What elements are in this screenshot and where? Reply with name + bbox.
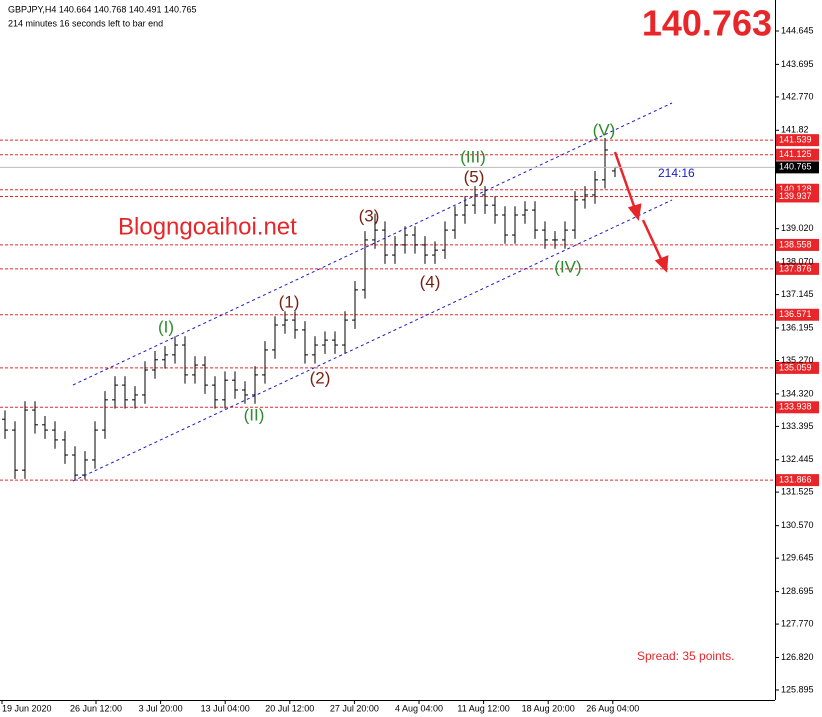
x-tick-label: 18 Aug 20:00 <box>522 703 575 713</box>
x-tick-label: 4 Aug 04:00 <box>395 703 443 713</box>
arrow-head <box>654 255 669 273</box>
y-tick-label: 128.695 <box>781 586 814 596</box>
channel-lower <box>72 199 673 482</box>
y-tick-label: 134.320 <box>781 388 814 398</box>
level-label: 138.558 <box>779 239 812 249</box>
level-tag <box>776 262 819 275</box>
channel-upper <box>72 102 673 386</box>
arrow <box>613 151 637 210</box>
y-tick-label: 130.570 <box>781 520 814 530</box>
x-tick-label: 19 Jun 2020 <box>2 703 52 713</box>
level-tag <box>776 308 819 321</box>
level-label: 140.128 <box>779 184 812 194</box>
y-tick-label: 129.645 <box>781 553 814 563</box>
level-label: 135.059 <box>779 362 812 372</box>
y-tick-label: 127.770 <box>781 618 814 628</box>
y-tick-label: 132.445 <box>781 454 814 464</box>
wave-label: (4) <box>420 272 441 291</box>
bars <box>2 138 618 480</box>
current-price-tag <box>776 161 819 174</box>
level-tag <box>776 134 819 147</box>
header: GBPJPY,H4 140.664 140.768 140.491 140.76… <box>8 4 197 14</box>
level-label: 139.937 <box>779 191 812 201</box>
y-tick-label: 142.770 <box>781 91 814 101</box>
y-tick-label: 137.145 <box>781 289 814 299</box>
x-tick-label: 26 Jun 12:00 <box>70 703 122 713</box>
wave-label: (I) <box>158 317 174 336</box>
y-tick-label: 138.070 <box>781 256 814 266</box>
wave-label: (5) <box>464 167 485 186</box>
level-label: 137.876 <box>779 263 812 273</box>
wave-label: (IV) <box>554 257 581 276</box>
level-tag <box>776 190 819 203</box>
level-tag <box>776 238 819 251</box>
level-tag <box>776 401 819 414</box>
y-tick-label: 131.525 <box>781 486 814 496</box>
y-tick-label: 141.82 <box>781 125 809 135</box>
level-label: 141.125 <box>779 149 812 159</box>
wave-label: (II) <box>244 405 265 424</box>
wave-label: (3) <box>359 206 380 225</box>
x-tick-label: 20 Jul 12:00 <box>265 703 314 713</box>
level-label: 141.539 <box>779 135 812 145</box>
arrow-head <box>627 203 642 222</box>
level-tag <box>776 148 819 161</box>
arrow <box>641 219 664 262</box>
x-tick-label: 27 Jul 20:00 <box>330 703 379 713</box>
wave-label: (V) <box>593 120 616 139</box>
level-label: 136.571 <box>779 309 812 319</box>
level-label: 131.866 <box>779 475 812 485</box>
y-tick-label: 126.820 <box>781 652 814 662</box>
level-label: 133.938 <box>779 402 812 412</box>
timer-text: 214 minutes 16 seconds left to bar end <box>8 18 163 28</box>
level-tag <box>776 474 819 487</box>
current-price-label: 140.765 <box>779 162 812 172</box>
wave-label: (1) <box>279 292 300 311</box>
x-tick-label: 26 Aug 04:00 <box>586 703 639 713</box>
y-tick-label: 125.895 <box>781 684 814 694</box>
x-tick-label: 3 Jul 20:00 <box>139 703 183 713</box>
y-tick-label: 135.270 <box>781 355 814 365</box>
y-tick-label: 133.395 <box>781 421 814 431</box>
countdown: 214:16 <box>658 166 695 180</box>
wave-label: (III) <box>460 147 486 166</box>
x-tick-label: 13 Jul 04:00 <box>201 703 250 713</box>
watermark: Blogngoaihoi.net <box>118 213 297 240</box>
x-tick-label: 11 Aug 12:00 <box>457 703 509 713</box>
y-tick-label: 143.695 <box>781 59 814 69</box>
arrows <box>613 151 669 273</box>
wave-label: (2) <box>310 368 331 387</box>
bid-display: 140.763 <box>642 3 772 44</box>
y-tick-label: 136.195 <box>781 322 814 332</box>
y-tick-label: 139.020 <box>781 223 814 233</box>
level-tag <box>776 361 819 374</box>
y-tick-label: 144.645 <box>781 25 814 35</box>
spread: Spread: 35 points. <box>637 649 734 663</box>
